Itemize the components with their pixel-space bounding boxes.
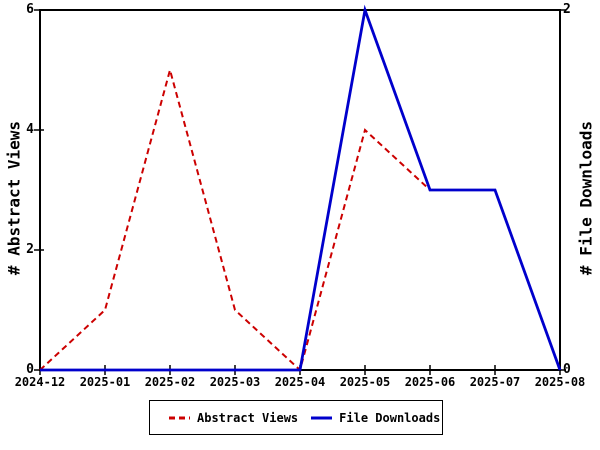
right-axis-title: # File Downloads [576, 120, 596, 276]
left-axis-tick-label: 2 [26, 242, 34, 257]
abstract-views-line-sample [169, 416, 190, 419]
legend: Abstract Views File Downloads [149, 400, 443, 435]
left-axis-tick-label: 4 [26, 122, 34, 137]
x-tick-label: 2025-07 [469, 375, 521, 389]
legend-label-abstract-views: Abstract Views [197, 410, 299, 425]
right-axis-tick-label: 2 [563, 2, 571, 17]
x-tick-label: 2025-01 [79, 375, 131, 389]
x-tick-label: 2025-05 [339, 375, 391, 389]
x-tick-label: 2025-04 [274, 375, 326, 389]
x-tick-label: 2025-03 [209, 375, 261, 389]
right-axis-tick-label: 0 [563, 362, 571, 377]
x-tick-label: 2025-02 [144, 375, 196, 389]
x-tick-label: 2025-08 [534, 375, 586, 389]
left-axis-tick-label: 6 [26, 2, 34, 17]
file-downloads-line [40, 4, 562, 372]
left-axis-title: # Abstract Views [4, 120, 24, 276]
legend-label-file-downloads: File Downloads [339, 410, 441, 425]
file-downloads-line-sample [311, 416, 333, 419]
left-axis-tick-label: 0 [26, 362, 34, 377]
x-tick-label: 2025-06 [404, 375, 456, 389]
x-tick-label: 2024-12 [14, 375, 66, 389]
abstract-views-line [39, 66, 561, 372]
